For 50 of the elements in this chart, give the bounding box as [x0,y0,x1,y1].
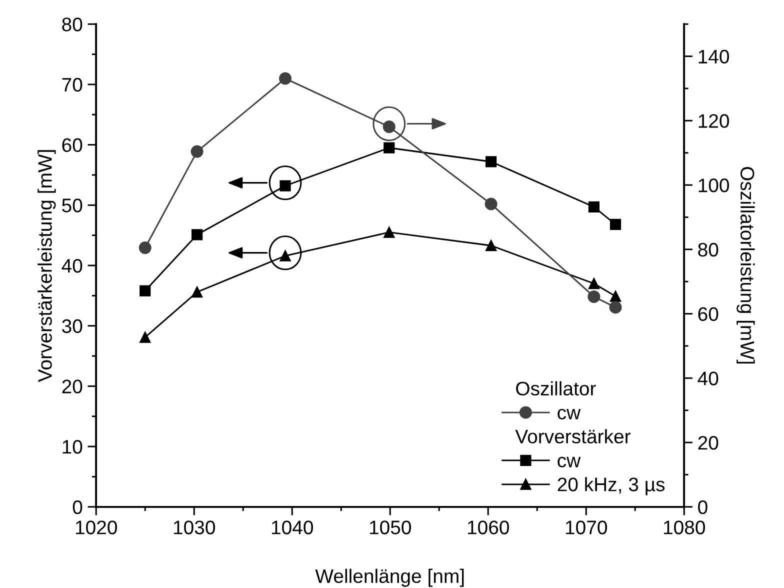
y2-tick-label: 40 [698,372,718,386]
point [192,286,203,298]
annotation: Vorverstärker [515,429,630,444]
x-tick-label: 1040 [272,520,313,534]
point [486,240,497,252]
y2-tick-label: 60 [698,307,718,321]
legend-label: cw [558,456,581,468]
x-tick-label: 1050 [370,520,411,534]
legend-label: 20 kHz, 3 µs [558,477,665,496]
point [190,145,204,158]
point [140,285,151,296]
y-axis-title: Vorverstärkerleistung [mW] [38,150,56,382]
y2-tick-label: 140 [698,50,729,64]
point [486,156,497,168]
point [384,226,395,238]
x-axis-title: Wellenlänge [nm] [315,568,464,587]
y-tick-label: 50 [62,198,82,212]
point [279,72,292,85]
point [484,198,498,210]
x-tick-label: 1020 [76,520,117,534]
y2-tick-label: 20 [698,436,718,450]
legend-title: Oszillator [516,381,596,396]
point [610,290,622,302]
y-tick-label: 40 [62,258,82,273]
point [140,332,151,343]
y-tick-label: 10 [62,440,82,454]
y-tick-label: 30 [62,319,82,334]
y-tick-label: 70 [62,78,82,92]
legend-label: cw [558,408,581,420]
y2-axis-title: Oszillatorleistung [mW] [736,167,755,364]
point [610,218,622,230]
y2-tick-label: 0 [698,500,708,514]
y-tick-label: 80 [62,18,82,32]
y2-tick-label: 100 [698,178,729,192]
point [588,290,600,303]
y2-tick-label: 120 [698,114,729,128]
point [138,242,152,254]
x-tick-label: 1030 [174,520,215,534]
y-tick-label: 20 [62,380,82,394]
y2-tick-label: 80 [698,242,718,257]
point [588,201,600,213]
y-tick-label: 60 [62,138,82,152]
point [384,142,395,154]
y-tick-label: 0 [72,500,82,514]
point [609,301,622,314]
x-tick-label: 1060 [468,520,509,534]
x-tick-label: 1070 [566,520,607,534]
point [588,278,600,290]
point [192,229,203,240]
x-tick-label: 1080 [664,520,705,534]
